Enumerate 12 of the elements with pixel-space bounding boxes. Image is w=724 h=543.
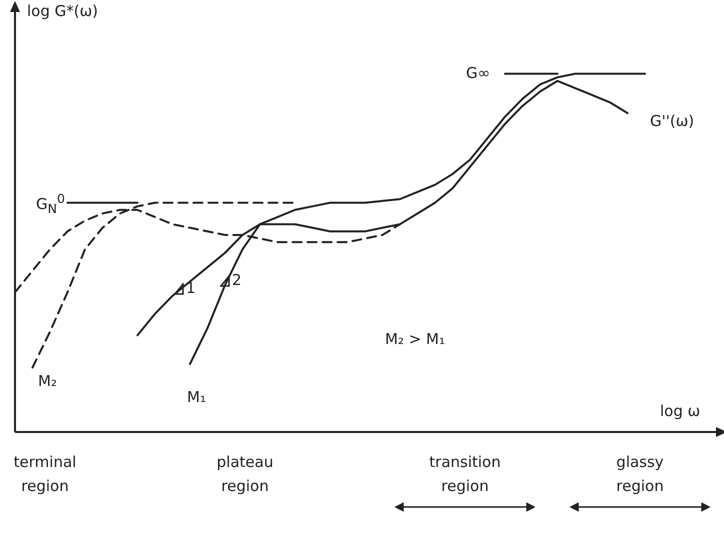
text: terminal region [12,452,78,497]
annotation: G∞ [466,64,490,82]
text: glassy region [615,452,665,497]
annotation: M₂ > M₁ [385,330,446,348]
y-axis-title: log G*(ω) [27,2,98,20]
annotation: 2 [232,271,242,289]
text: plateau region [216,452,274,497]
annotation: M₂ [38,372,57,390]
text: transition region [428,452,502,497]
x-axis-title: log ω [660,402,700,420]
annotation: G''(ω) [650,112,694,130]
annotation: M₁ [187,388,206,406]
